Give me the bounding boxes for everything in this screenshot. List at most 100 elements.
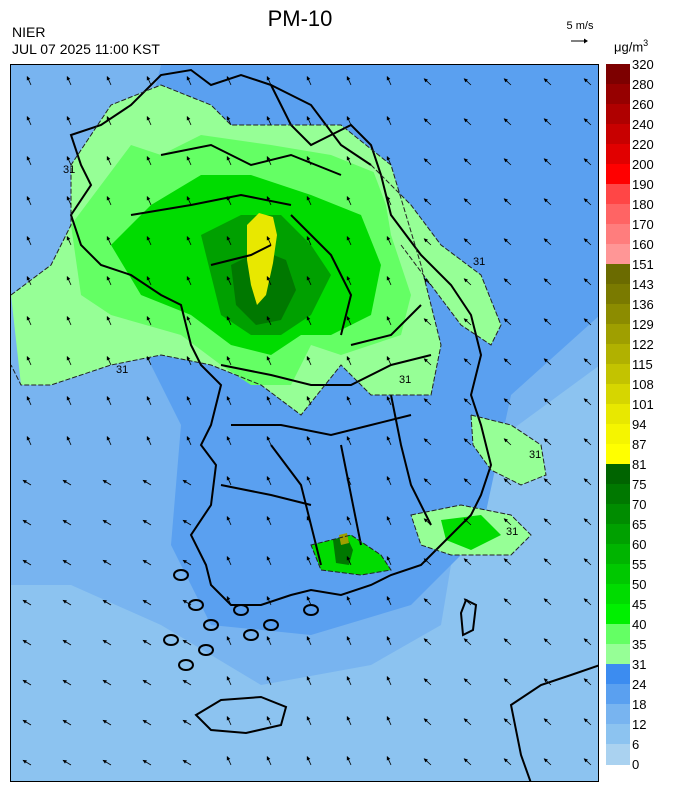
wind-arrow-head	[386, 315, 391, 321]
chart-title: PM-10	[267, 6, 333, 31]
wind-arrow-head	[186, 395, 191, 401]
contour-lines	[11, 84, 547, 576]
wind-arrow-head	[266, 475, 271, 481]
small-island	[203, 619, 219, 631]
colorbar-swatch	[606, 584, 630, 605]
wind-arrow-head	[463, 278, 468, 283]
colorbar-swatch	[606, 244, 630, 265]
colorbar-swatch	[606, 364, 630, 385]
colorbar-swatch	[606, 404, 630, 425]
wind-arrow-head	[423, 678, 428, 683]
wind-arrow-head	[583, 678, 588, 683]
wind-arrow-head	[463, 638, 468, 643]
wind-arrow-head	[26, 195, 31, 201]
small-island	[163, 634, 179, 646]
wind-arrow-head	[226, 715, 231, 721]
wind-arrow-head	[306, 235, 311, 241]
wind-arrow-head	[66, 115, 71, 121]
wind-arrow-head	[26, 315, 31, 321]
colorbar-tick-label: 220	[632, 137, 654, 152]
wind-arrow-head	[306, 595, 311, 601]
wind-arrow-head	[543, 78, 548, 83]
wind-arrow-head	[62, 519, 67, 524]
wind-arrow-head	[146, 195, 151, 201]
wind-arrow-head	[182, 759, 187, 764]
wind-arrow-head	[386, 155, 391, 161]
wind-arrow-head	[146, 355, 151, 361]
wind-arrow-head	[266, 275, 271, 281]
contour-31	[410, 504, 532, 556]
colorbar-tick-label: 136	[632, 297, 654, 312]
wind-arrow-head	[346, 75, 351, 81]
wind-arrow-head	[106, 75, 111, 81]
wind-arrow-head	[66, 395, 71, 401]
wind-arrow-head	[346, 475, 351, 481]
colorbar-swatch	[606, 384, 630, 405]
wind-arrow-head	[583, 558, 588, 563]
small-island	[178, 659, 194, 671]
wind-arrow-head	[463, 358, 468, 363]
wind-arrow-head	[583, 118, 588, 123]
wind-arrow-head	[266, 435, 271, 441]
wind-arrow-head	[186, 195, 191, 201]
wind-arrow-head	[306, 395, 311, 401]
wind-arrow-head	[102, 759, 107, 764]
contour-31	[370, 164, 502, 346]
wind-arrow-head	[306, 435, 311, 441]
colorbar-tick-label: 240	[632, 117, 654, 132]
colorbar-tick-label: 31	[632, 657, 647, 672]
wind-arrow-head	[386, 235, 391, 241]
wind-arrow-head	[142, 719, 147, 724]
wind-arrow-head	[386, 635, 391, 641]
wind-arrow-head	[266, 195, 271, 201]
boundary-line	[130, 193, 292, 216]
colorbar-swatch	[606, 504, 630, 525]
wind-arrow-head	[266, 235, 271, 241]
colorbar-tick-label: 129	[632, 317, 654, 332]
wind-arrow-head	[503, 118, 508, 123]
wind-arrow-head	[182, 719, 187, 724]
wind-arrow-head	[386, 435, 391, 441]
wind-arrow-head	[62, 639, 67, 644]
wind-arrow-head	[583, 758, 588, 763]
boundary-line	[340, 444, 362, 546]
wind-arrow-head	[423, 518, 428, 523]
wind-arrow-head	[543, 518, 548, 523]
wind-arrow-head	[146, 395, 151, 401]
wind-arrow-head	[583, 718, 588, 723]
wind-arrow-head	[346, 115, 351, 121]
colorbar-tick-label: 75	[632, 477, 647, 492]
wind-arrow-head	[423, 638, 428, 643]
wind-arrow-head	[503, 598, 508, 603]
wind-arrow-head	[306, 195, 311, 201]
wind-arrow-head	[106, 275, 111, 281]
wind-arrow-head	[142, 559, 147, 564]
colorbar-swatch	[606, 264, 630, 285]
geoje-island	[459, 598, 478, 637]
wind-arrow-head	[503, 478, 508, 483]
colorbar-swatch	[606, 104, 630, 125]
wind-arrow-head	[346, 355, 351, 361]
boundary-line	[220, 354, 432, 386]
pm10-map-canvas: 31 31 31 31 31 31	[11, 65, 598, 781]
colorbar-swatch	[606, 304, 630, 325]
wind-arrow-head	[346, 675, 351, 681]
wind-arrow-head	[182, 479, 187, 484]
colorbar-swatch	[606, 664, 630, 685]
wind-arrow-head	[306, 155, 311, 161]
wind-arrow-head	[22, 479, 27, 484]
wind-arrow-head	[543, 158, 548, 163]
wind-arrow-head	[142, 479, 147, 484]
wind-arrow-head	[62, 679, 67, 684]
wind-arrow-head	[102, 479, 107, 484]
wind-arrow-head	[386, 75, 391, 81]
wind-arrow-head	[306, 475, 311, 481]
wind-arrow-head	[583, 438, 588, 443]
wind-arrow-head	[146, 155, 151, 161]
wind-arrow-head	[463, 518, 468, 523]
wind-arrows	[22, 75, 592, 766]
colorbar-swatch	[606, 544, 630, 565]
colorbar-swatch	[606, 164, 630, 185]
japan-coast	[509, 664, 598, 781]
wind-arrow-head	[146, 435, 151, 441]
